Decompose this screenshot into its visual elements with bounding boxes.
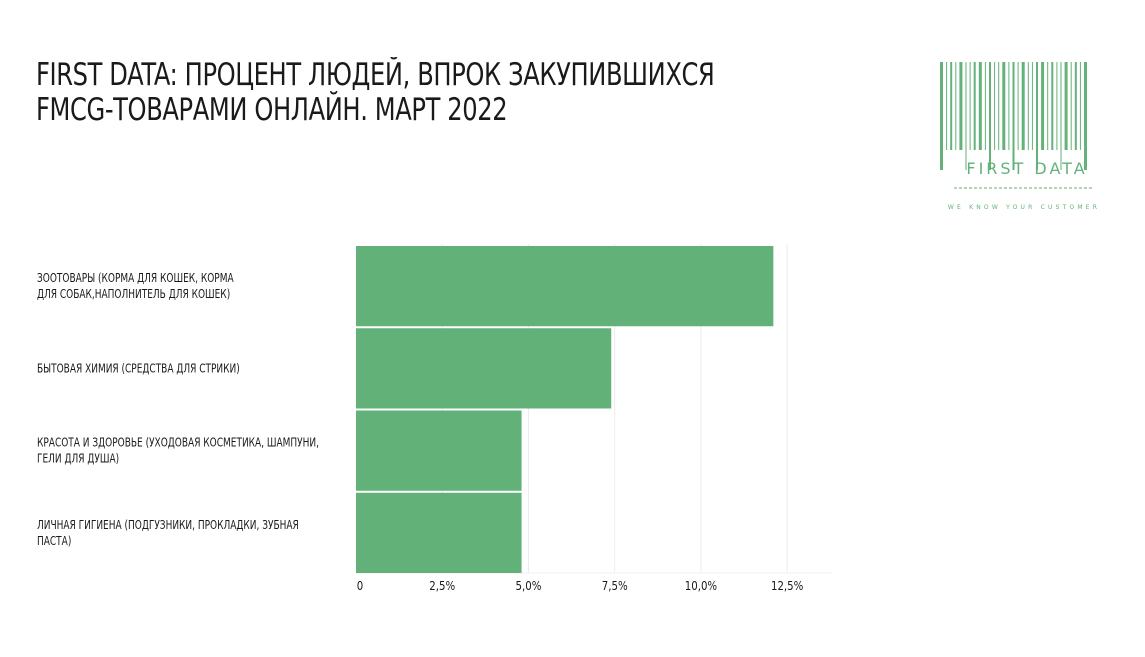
barcode-stripe [1031,62,1033,150]
barcode-stripe [1008,62,1010,150]
barcode-stripe [1036,62,1038,170]
barcode-stripe [1027,62,1029,150]
x-tick-label: 0 [357,579,363,593]
barcode-stripe [978,62,982,150]
category-label: ПАСТА) [37,533,71,548]
bar [356,410,522,491]
barcode-stripe [973,62,976,150]
barcode-stripe [1021,62,1025,150]
barcode-stripe [989,62,991,170]
x-tick-label: 12,5% [771,579,803,593]
logo-tagline: WE KNOW YOUR CUSTOMER [948,204,1100,211]
barcode-stripe [1047,62,1049,150]
barcode-icon [940,62,1087,170]
logo-brand: FIRST DATA [966,159,1087,178]
x-tick-label: 2,5% [429,579,455,593]
first-data-logo: FIRST DATA WE KNOW YOUR CUSTOMER [940,62,1100,211]
chart-bars [356,246,774,573]
barcode-stripe [1056,62,1058,150]
barcode-stripe [994,62,996,150]
x-tick-label: 10,0% [685,579,717,593]
barcode-stripe [940,62,943,170]
category-label: ЗООТОВАРЫ (КОРМА ДЛЯ КОШЕК, КОРМА [37,271,234,286]
category-label: БЫТОВАЯ ХИМИЯ (СРЕДСТВА ДЛЯ СТРИКИ) [37,361,240,376]
x-tick-label: 7,5% [602,579,628,593]
chart-x-axis: 0 2,5% 5,0% 7,5% 10,0% 12,5% [357,579,804,593]
page-title: FIRST DATA: ПРОЦЕНТ ЛЮДЕЙ, ВПРОК ЗАКУПИВ… [36,57,715,128]
barcode-stripe [1084,62,1087,170]
category-label: ЛИЧНАЯ ГИГИЕНА (ПОДГУЗНИКИ, ПРОКЛАДКИ, З… [37,517,299,532]
category-label: ДЛЯ СОБАК,НАПОЛНИТЕЛЬ ДЛЯ КОШЕК) [37,287,230,302]
barcode-stripe [955,62,957,150]
title-line-1: FIRST DATA: ПРОЦЕНТ ЛЮДЕЙ, ВПРОК ЗАКУПИВ… [36,57,715,93]
category-label: ГЕЛИ ДЛЯ ДУША) [37,451,119,466]
x-tick-label: 5,0% [516,579,542,593]
barcode-stripe [946,62,948,150]
barcode-stripe [969,62,971,150]
title-line-2: FMCG-ТОВАРАМИ ОНЛАЙН. МАРТ 2022 [36,92,508,128]
barcode-stripe [984,62,986,150]
category-label: КРАСОТА И ЗДОРОВЬЕ (УХОДОВАЯ КОСМЕТИКА, … [37,435,319,450]
bar [356,492,522,573]
barcode-stripe [1079,62,1081,150]
barcode-stripe [1012,62,1015,170]
barcode-stripe [959,62,963,150]
bar [356,328,612,409]
barcode-stripe [1060,62,1062,170]
barcode-stripe [965,62,967,170]
bar [356,246,774,327]
barcode-stripe [1074,62,1077,150]
barcode-stripe [998,62,1000,150]
barcode-stripe [1041,62,1045,150]
barcode-stripe [950,62,953,150]
barcode-stripe [1051,62,1054,150]
barcode-stripe [1070,62,1072,150]
barcode-stripe [1017,62,1019,150]
barcode-stripe [1064,62,1068,150]
barcode-stripe [1002,62,1006,150]
